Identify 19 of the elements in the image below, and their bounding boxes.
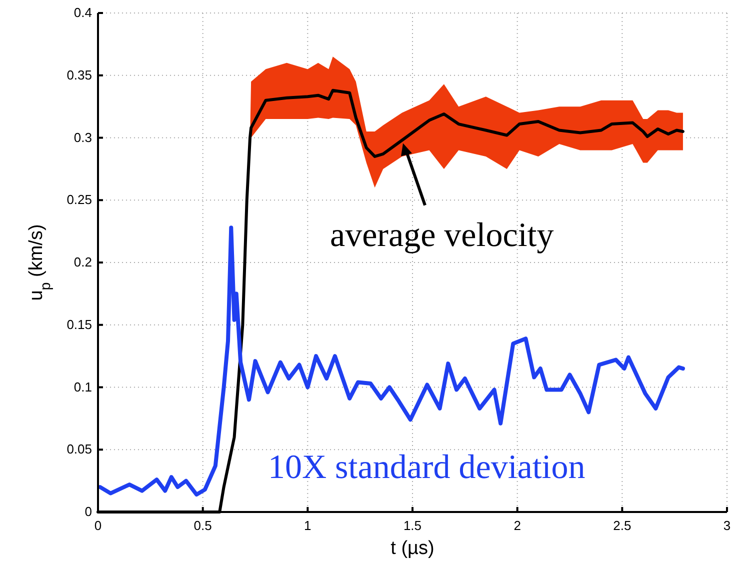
y-tick-label: 0.25 <box>66 192 92 208</box>
x-tick-label: 2 <box>514 518 521 533</box>
legend-label: average velocity <box>330 217 554 254</box>
x-tick-label: 1 <box>304 518 312 533</box>
y-tick-label: 0.35 <box>66 67 92 82</box>
y-tick-label: 0.2 <box>74 254 92 270</box>
y-tick-label: 0 <box>84 504 92 519</box>
x-tick-label: 1.5 <box>403 518 422 533</box>
y-tick-label: 0.05 <box>66 442 92 457</box>
x-tick-label: 2.5 <box>613 518 632 533</box>
x-tick-label: 3 <box>723 518 731 533</box>
y-tick-label: 0.1 <box>74 379 92 394</box>
x-axis-title: t (µs) <box>390 538 434 559</box>
series-label: 10X standard deviation <box>268 449 586 486</box>
y-tick-label: 0.4 <box>74 5 92 20</box>
y-tick-label: 0.3 <box>74 130 92 145</box>
y-tick-label: 0.15 <box>66 316 92 332</box>
x-tick-label: 0.5 <box>194 518 212 533</box>
x-tick-label: 0 <box>94 518 102 533</box>
